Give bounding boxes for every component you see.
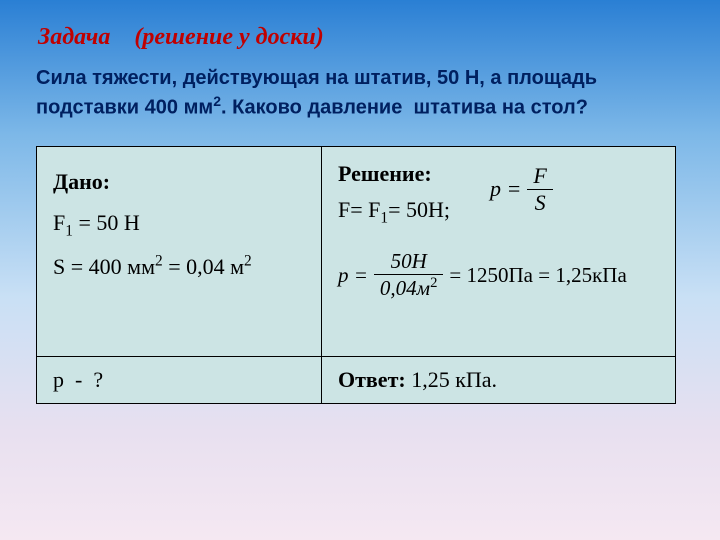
given-sexp: 2 — [155, 253, 163, 270]
formula-num: F — [527, 163, 552, 189]
find-text: p - ? — [53, 367, 103, 392]
problem-line1: Сила тяжести, действующая на штатив, 50 … — [36, 67, 597, 89]
sol-line1b: = 50Н; — [388, 197, 450, 222]
given-f1a: F — [53, 210, 65, 235]
problem-line2b: . Каково давление штатива на стол? — [221, 97, 588, 119]
solution-cell: Решение: F= F1= 50Н; p = F S p = 50H — [322, 146, 676, 356]
find-cell: p - ? — [37, 356, 322, 403]
sol-line1a: F= F — [338, 197, 380, 222]
calc-den-exp: 2 — [430, 275, 437, 291]
solution-table: Дано: F1 = 50 Н S = 400 мм2 = 0,04 м2 Ре… — [36, 146, 676, 404]
given-f1b: = 50 Н — [73, 210, 140, 235]
title-sub: (решение у доски) — [134, 24, 323, 50]
given-f1sub: 1 — [65, 223, 73, 240]
answer-cell: Ответ: 1,25 кПа. — [322, 356, 676, 403]
calc-num: 50H — [374, 249, 444, 274]
given-sexp2: 2 — [244, 253, 252, 270]
problem-text: Сила тяжести, действующая на штатив, 50 … — [0, 51, 720, 122]
calc-den-a: 0,04м — [380, 276, 430, 300]
given-sb: = 0,04 м — [163, 254, 244, 279]
pressure-formula: p = F S — [490, 163, 553, 216]
title-main: Задача — [38, 24, 110, 50]
sol-line1sub: 1 — [380, 209, 388, 226]
problem-line2a: подставки 400 мм — [36, 97, 213, 119]
formula-lhs: p = — [490, 176, 521, 202]
given-sa: S = 400 мм — [53, 254, 155, 279]
given-cell: Дано: F1 = 50 Н S = 400 мм2 = 0,04 м2 — [37, 146, 322, 356]
answer-label: Ответ: — [338, 367, 406, 392]
title-row: Задача (решение у доски) — [0, 0, 720, 51]
given-header: Дано: — [53, 169, 110, 194]
answer-value: 1,25 кПа. — [406, 367, 497, 392]
calc-row: p = 50H 0,04м2 = 1250Па = 1,25кПа — [338, 249, 659, 301]
problem-exp: 2 — [213, 93, 221, 109]
calc-lhs: p = — [338, 263, 368, 288]
solution-header: Решение: — [338, 161, 432, 186]
formula-den: S — [527, 189, 552, 216]
calc-rhs: = 1250Па = 1,25кПа — [449, 263, 626, 288]
